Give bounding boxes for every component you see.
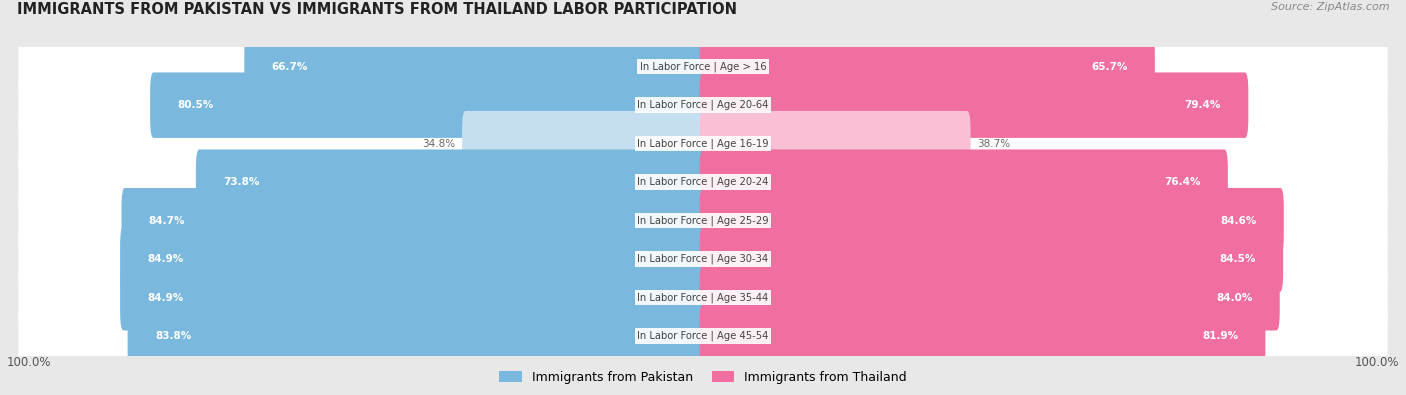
Text: 84.0%: 84.0%	[1216, 293, 1253, 303]
FancyBboxPatch shape	[463, 111, 706, 177]
Text: Source: ZipAtlas.com: Source: ZipAtlas.com	[1271, 2, 1389, 12]
FancyBboxPatch shape	[195, 149, 706, 215]
FancyBboxPatch shape	[18, 229, 1388, 289]
FancyBboxPatch shape	[18, 152, 1388, 212]
Text: 81.9%: 81.9%	[1202, 331, 1239, 341]
Text: 84.9%: 84.9%	[148, 293, 184, 303]
Text: 84.7%: 84.7%	[149, 216, 186, 226]
Text: In Labor Force | Age > 16: In Labor Force | Age > 16	[640, 61, 766, 72]
FancyBboxPatch shape	[120, 265, 706, 331]
FancyBboxPatch shape	[121, 188, 706, 254]
Text: 100.0%: 100.0%	[7, 356, 52, 369]
FancyBboxPatch shape	[18, 75, 1388, 135]
FancyBboxPatch shape	[700, 265, 1279, 331]
FancyBboxPatch shape	[18, 114, 1388, 173]
Text: IMMIGRANTS FROM PAKISTAN VS IMMIGRANTS FROM THAILAND LABOR PARTICIPATION: IMMIGRANTS FROM PAKISTAN VS IMMIGRANTS F…	[17, 2, 737, 17]
FancyBboxPatch shape	[700, 72, 1249, 138]
FancyBboxPatch shape	[700, 303, 1265, 369]
Text: 34.8%: 34.8%	[422, 139, 456, 149]
Text: 84.6%: 84.6%	[1220, 216, 1257, 226]
FancyBboxPatch shape	[700, 111, 970, 177]
Text: In Labor Force | Age 20-64: In Labor Force | Age 20-64	[637, 100, 769, 111]
FancyBboxPatch shape	[700, 34, 1154, 100]
Text: 66.7%: 66.7%	[271, 62, 308, 71]
Text: 80.5%: 80.5%	[177, 100, 214, 110]
Text: In Labor Force | Age 20-24: In Labor Force | Age 20-24	[637, 177, 769, 188]
FancyBboxPatch shape	[245, 34, 706, 100]
Text: In Labor Force | Age 45-54: In Labor Force | Age 45-54	[637, 331, 769, 342]
Text: 38.7%: 38.7%	[977, 139, 1011, 149]
Text: In Labor Force | Age 30-34: In Labor Force | Age 30-34	[637, 254, 769, 265]
Text: In Labor Force | Age 16-19: In Labor Force | Age 16-19	[637, 138, 769, 149]
FancyBboxPatch shape	[18, 191, 1388, 250]
Text: 65.7%: 65.7%	[1091, 62, 1128, 71]
FancyBboxPatch shape	[150, 72, 706, 138]
Text: 76.4%: 76.4%	[1164, 177, 1201, 187]
FancyBboxPatch shape	[18, 37, 1388, 96]
FancyBboxPatch shape	[18, 268, 1388, 327]
Text: 83.8%: 83.8%	[155, 331, 191, 341]
FancyBboxPatch shape	[700, 226, 1284, 292]
Text: In Labor Force | Age 25-29: In Labor Force | Age 25-29	[637, 215, 769, 226]
FancyBboxPatch shape	[120, 226, 706, 292]
Text: In Labor Force | Age 35-44: In Labor Force | Age 35-44	[637, 292, 769, 303]
Text: 73.8%: 73.8%	[224, 177, 260, 187]
Text: 84.9%: 84.9%	[148, 254, 184, 264]
Text: 79.4%: 79.4%	[1185, 100, 1220, 110]
FancyBboxPatch shape	[18, 307, 1388, 366]
Text: 84.5%: 84.5%	[1219, 254, 1256, 264]
Legend: Immigrants from Pakistan, Immigrants from Thailand: Immigrants from Pakistan, Immigrants fro…	[495, 366, 911, 389]
FancyBboxPatch shape	[128, 303, 706, 369]
FancyBboxPatch shape	[700, 149, 1227, 215]
Text: 100.0%: 100.0%	[1354, 356, 1399, 369]
FancyBboxPatch shape	[700, 188, 1284, 254]
